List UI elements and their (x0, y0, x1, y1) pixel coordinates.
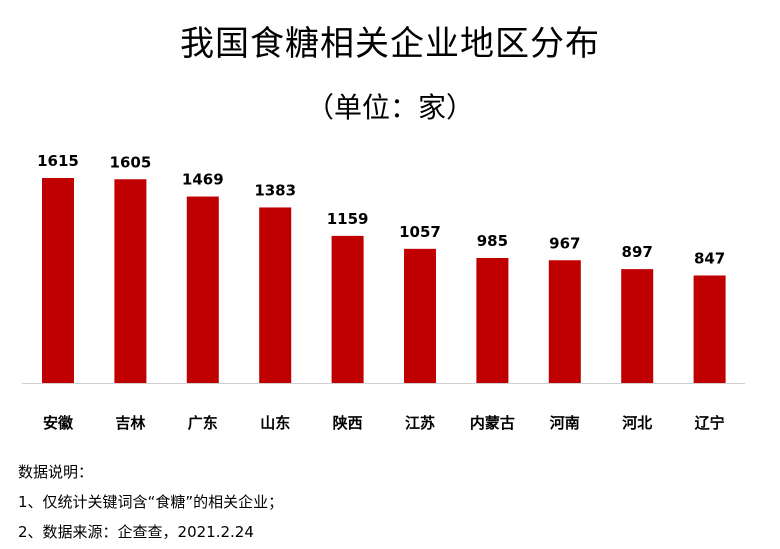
category-label-江苏: 江苏 (405, 414, 435, 432)
bar-辽宁 (693, 275, 726, 383)
data-label-江苏: 1057 (399, 223, 441, 241)
bar-吉林 (114, 179, 147, 383)
category-label-河南: 河南 (550, 414, 580, 432)
category-label-安徽: 安徽 (43, 414, 74, 432)
data-label-河北: 897 (622, 243, 653, 261)
data-label-吉林: 1605 (110, 153, 152, 171)
category-label-广东: 广东 (188, 414, 218, 432)
data-label-内蒙古: 985 (477, 232, 508, 250)
data-label-陕西: 1159 (327, 210, 369, 228)
chart-subtitle: （单位：家） (305, 91, 474, 124)
category-label-辽宁: 辽宁 (695, 414, 725, 432)
bar-安徽 (42, 178, 74, 383)
category-label-陕西: 陕西 (333, 414, 363, 432)
category-label-山东: 山东 (260, 414, 290, 432)
bar-陕西 (331, 235, 364, 383)
data-notes: 数据说明： 1、仅统计关键词含“食糖”的相关企业； 2、数据来源：企查查，202… (18, 457, 283, 547)
data-label-山东: 1383 (254, 181, 296, 199)
bar-山东 (259, 207, 292, 383)
category-label-内蒙古: 内蒙古 (470, 414, 515, 432)
bar-内蒙古 (476, 257, 509, 383)
data-label-安徽: 1615 (37, 152, 79, 170)
data-label-广东: 1469 (182, 171, 224, 189)
data-label-河南: 967 (549, 234, 580, 252)
bar-河南 (548, 260, 581, 383)
notes-line-2: 2、数据来源：企查查，2021.2.24 (18, 523, 254, 541)
category-label-河北: 河北 (622, 414, 652, 432)
notes-heading: 数据说明： (18, 463, 94, 481)
bar-chart: 1615 安徽 1605 吉林 1469 广东 1383 山东 1159 陕西 1057 江苏 985 内… (22, 152, 745, 432)
category-label-吉林: 吉林 (115, 414, 146, 432)
bar-江苏 (404, 248, 436, 383)
notes-line-1: 1、仅统计关键词含“食糖”的相关企业； (18, 493, 284, 511)
bar-河北 (621, 269, 654, 383)
data-label-辽宁: 847 (694, 249, 725, 267)
bar-广东 (186, 196, 219, 383)
chart-title: 我国食糖相关企业地区分布 (180, 24, 600, 64)
